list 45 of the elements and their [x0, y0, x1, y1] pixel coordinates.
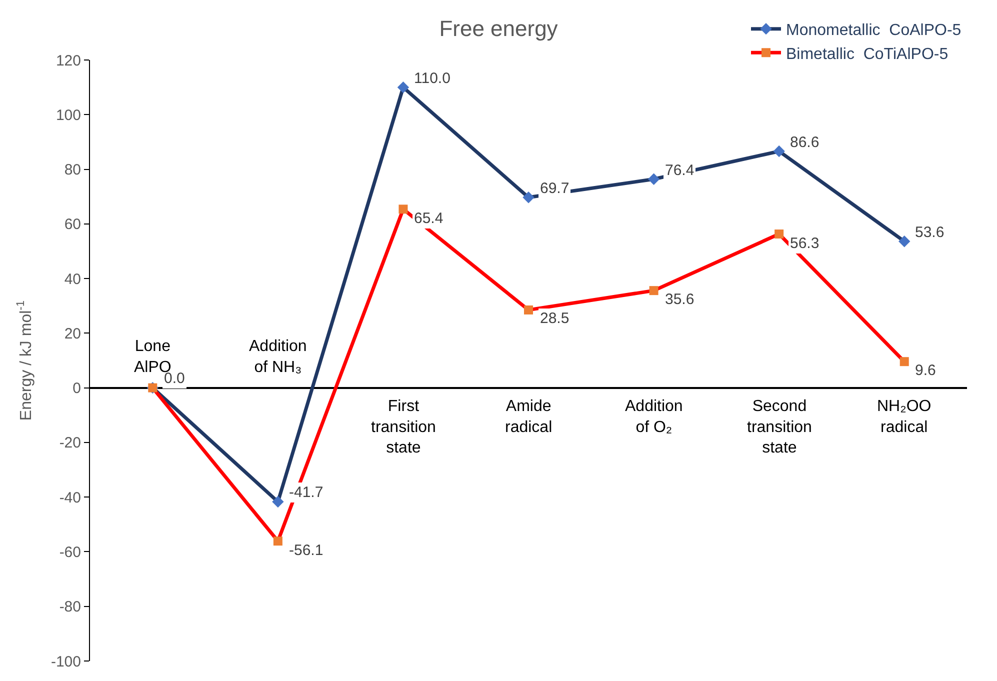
legend-label: Bimetallic CoTiAlPO-5 — [786, 46, 948, 63]
x-tick-label: NH₂OO radical — [877, 398, 932, 436]
data-label: -41.7 — [289, 484, 324, 501]
data-label: 110.0 — [414, 70, 450, 87]
y-tick-label: 80 — [64, 162, 81, 179]
y-tick-label: 60 — [64, 216, 81, 234]
data-label: 28.5 — [540, 310, 570, 327]
point — [398, 204, 408, 214]
data-label: 35.6 — [665, 291, 694, 308]
y-tick-label: 120 — [56, 52, 81, 70]
point — [648, 173, 660, 185]
y-tick-label: -60 — [59, 544, 81, 561]
data-label: 9.6 — [915, 362, 936, 379]
x-tick-label: Second transition state — [747, 398, 812, 457]
y-tick-label: 20 — [64, 325, 81, 342]
x-tick-label: Addition of O₂ — [625, 398, 683, 436]
point — [273, 536, 282, 546]
point — [524, 305, 533, 314]
x-tick-label: Addition of NH₃ — [249, 338, 307, 376]
x-tick-label: First transition state — [371, 398, 436, 457]
point — [774, 230, 784, 239]
data-label: 56.3 — [790, 235, 820, 252]
point — [900, 357, 909, 366]
legend-label: Monometallic CoAlPO-5 — [786, 22, 962, 40]
y-tick-label: 40 — [64, 270, 81, 288]
data-label: 65.4 — [414, 210, 444, 227]
y-tick-label: 100 — [56, 106, 81, 124]
y-tick-label: -100 — [50, 653, 81, 670]
data-label: 86.6 — [790, 134, 820, 151]
point — [773, 145, 785, 158]
point — [898, 236, 910, 248]
point — [272, 496, 284, 508]
x-tick-label: Amide radical — [505, 398, 552, 436]
y-tick-label: -40 — [59, 489, 81, 506]
chart-title: Free energy — [439, 16, 558, 41]
point — [522, 192, 534, 204]
data-label: 53.6 — [915, 224, 944, 241]
point — [397, 81, 410, 94]
data-label: 69.7 — [540, 180, 570, 197]
data-label: -56.1 — [289, 542, 324, 559]
y-tick-label: 0 — [72, 380, 81, 398]
y-tick-label: -20 — [59, 434, 81, 452]
data-label: 76.4 — [665, 162, 694, 179]
y-tick-label: -80 — [59, 598, 81, 616]
point — [649, 286, 658, 296]
